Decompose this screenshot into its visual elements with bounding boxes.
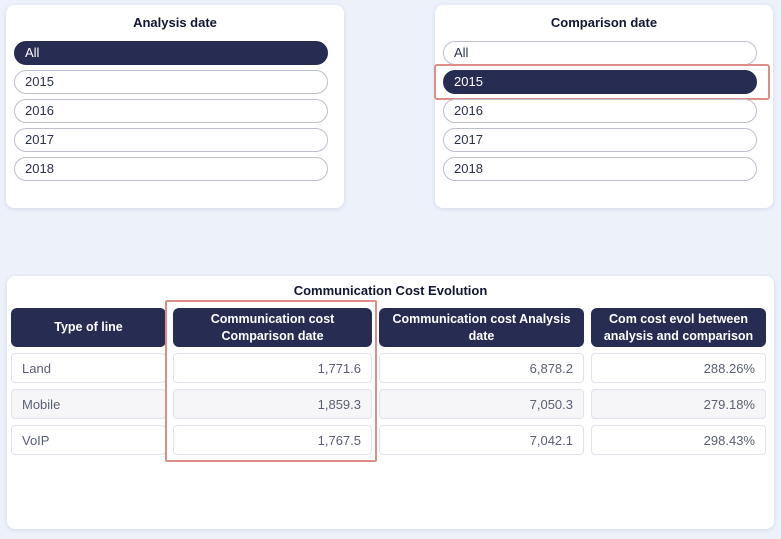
cell-land-type[interactable]: Land xyxy=(11,353,166,383)
slicer-analysis-item-2016[interactable]: 2016 xyxy=(14,99,328,123)
cell-voip-comparison[interactable]: 1,767.5 xyxy=(173,425,372,455)
cell-mobile-comparison[interactable]: 1,859.3 xyxy=(173,389,372,419)
column-header-analysis-cost[interactable]: Communication cost Analysis date xyxy=(379,308,584,347)
communication-cost-table: Type of line Communication cost Comparis… xyxy=(11,308,766,455)
slicer-title-comparison: Comparison date xyxy=(550,15,658,30)
cell-mobile-type[interactable]: Mobile xyxy=(11,389,166,419)
highlight-box-comparison-2015 xyxy=(434,64,770,100)
cell-mobile-evolution[interactable]: 279.18% xyxy=(591,389,766,419)
slicer-analysis-item-2015[interactable]: 2015 xyxy=(14,70,328,94)
slicer-comparison-item-all[interactable]: All xyxy=(443,41,757,65)
slicer-comparison-item-2015-label: 2015 xyxy=(454,74,483,89)
slicer-comparison-item-2016[interactable]: 2016 xyxy=(443,99,757,123)
slicer-analysis-items: All 2015 2016 2017 2018 xyxy=(6,30,344,181)
slicer-title-analysis: Analysis date xyxy=(133,15,217,30)
comparison-date-slicer: Comparison date All 2015 2016 2017 2018 xyxy=(434,5,773,208)
column-header-comparison-cost[interactable]: Communication cost Comparison date xyxy=(173,308,372,347)
cell-voip-analysis[interactable]: 7,042.1 xyxy=(379,425,584,455)
cell-voip-evolution[interactable]: 298.43% xyxy=(591,425,766,455)
slicer-comparison-item-2015[interactable]: 2015 xyxy=(434,64,770,100)
analysis-date-slicer: Analysis date All 2015 2016 2017 2018 xyxy=(6,5,344,208)
slicer-analysis-item-all[interactable]: All xyxy=(14,41,328,65)
slicer-analysis-item-2018[interactable]: 2018 xyxy=(14,157,328,181)
slicer-comparison-item-2017[interactable]: 2017 xyxy=(443,128,757,152)
cell-mobile-analysis[interactable]: 7,050.3 xyxy=(379,389,584,419)
slicer-analysis-item-2017[interactable]: 2017 xyxy=(14,128,328,152)
column-header-type-of-line[interactable]: Type of line xyxy=(11,308,166,347)
slicer-comparison-item-2018[interactable]: 2018 xyxy=(443,157,757,181)
cell-land-comparison[interactable]: 1,771.6 xyxy=(173,353,372,383)
communication-cost-table-card: Communication Cost Evolution Type of lin… xyxy=(7,276,774,529)
column-header-cost-evolution[interactable]: Com cost evol between analysis and compa… xyxy=(591,308,766,347)
cell-voip-type[interactable]: VoIP xyxy=(11,425,166,455)
cell-land-analysis[interactable]: 6,878.2 xyxy=(379,353,584,383)
table-title: Communication Cost Evolution xyxy=(293,283,488,298)
slicer-comparison-items: All 2015 2016 2017 2018 xyxy=(434,30,773,181)
cell-land-evolution[interactable]: 288.26% xyxy=(591,353,766,383)
